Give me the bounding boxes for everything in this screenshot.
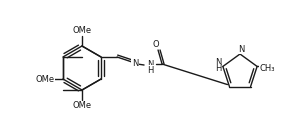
Text: N: N [132,59,138,67]
Text: N: N [147,60,153,68]
Text: H: H [147,66,153,74]
Text: O: O [153,39,159,48]
Text: OMe: OMe [73,102,91,110]
Text: N: N [238,45,244,53]
Text: H: H [215,64,221,73]
Text: OMe: OMe [73,25,91,34]
Text: OMe: OMe [36,74,54,83]
Text: CH₃: CH₃ [259,64,275,73]
Text: N: N [215,58,221,67]
